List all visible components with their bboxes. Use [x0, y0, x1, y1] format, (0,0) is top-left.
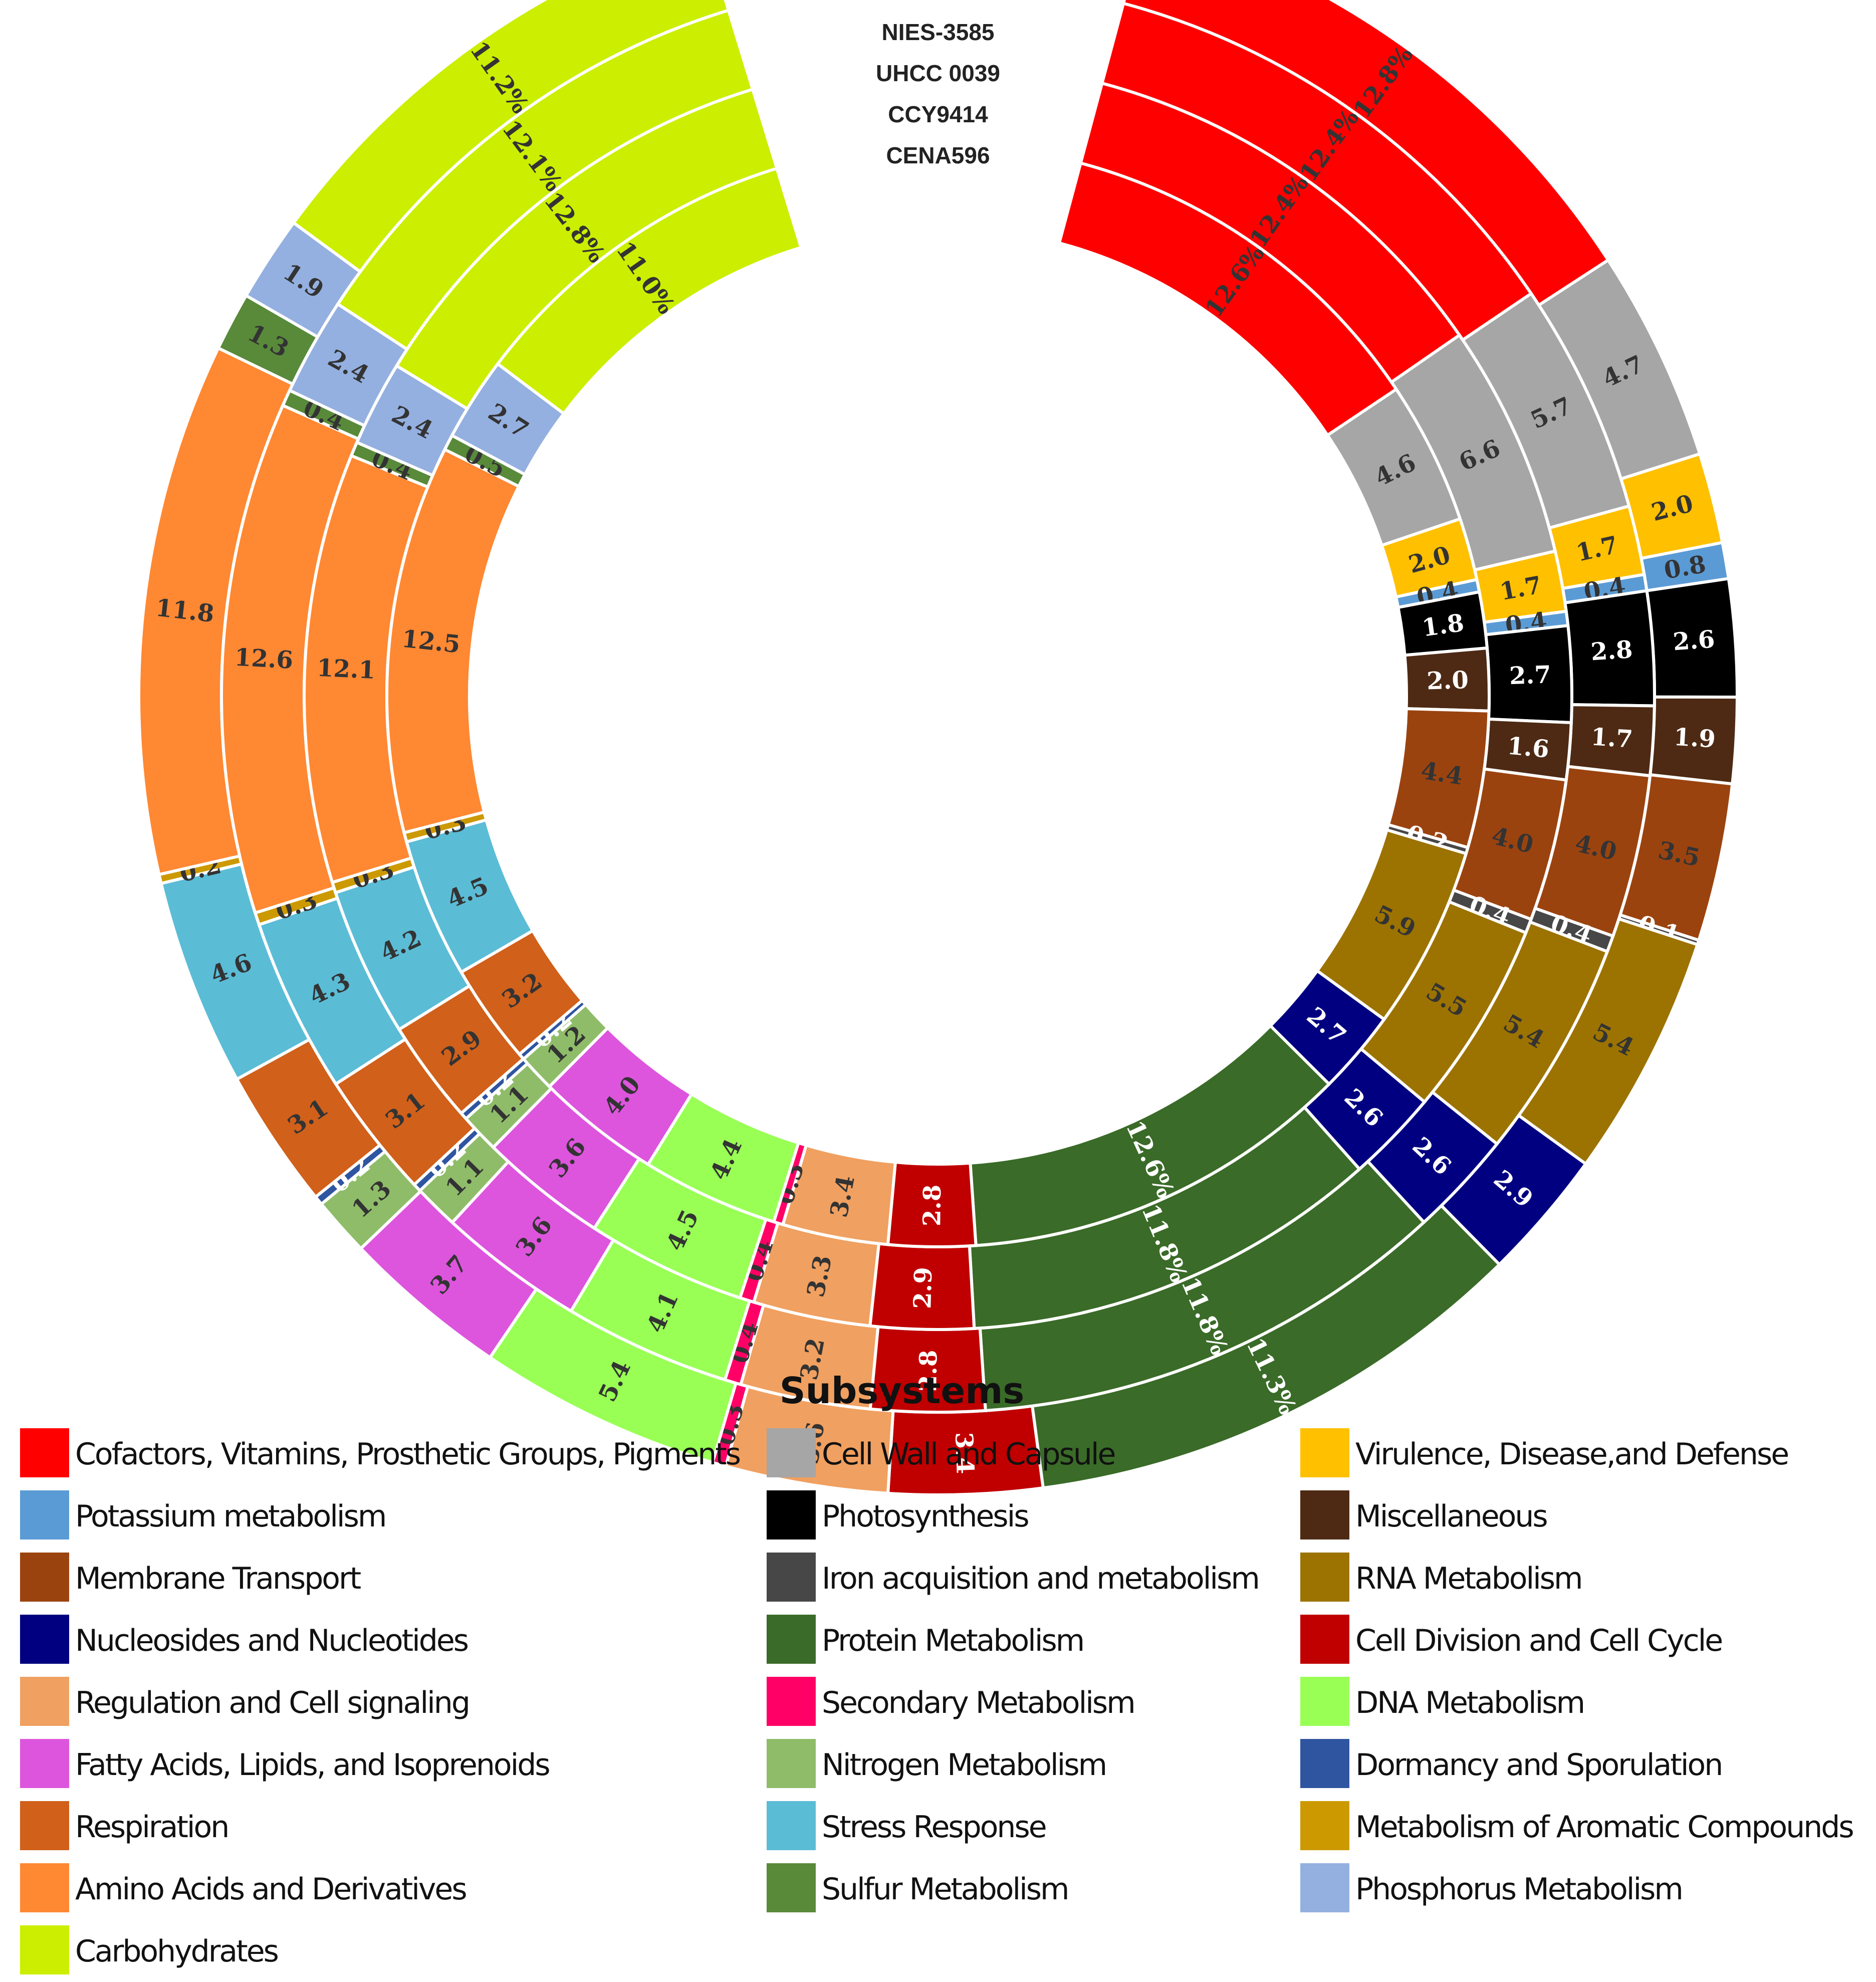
legend-swatch-potassium-metabolism — [20, 1490, 69, 1539]
legend-label-nucleosides-and-nucleotides: Nucleosides and Nucleotides — [75, 1623, 468, 1658]
value-label-membrane-transport-ring-4: 4.4 — [1419, 757, 1465, 791]
ring-names: NIES-3585 UHCC 0039 CCY9414 CENA596 — [876, 19, 1000, 168]
legend-label-respiration: Respiration — [75, 1810, 228, 1845]
value-label-miscellaneous-ring-4: 2.0 — [1427, 666, 1469, 695]
legend-swatch-metabolism-of-aromatic-compounds — [1300, 1801, 1349, 1850]
legend-label-phosphorus-metabolism: Phosphorus Metabolism — [1355, 1872, 1682, 1907]
legend-swatch-nucleosides-and-nucleotides — [20, 1615, 69, 1664]
legend-swatch-phosphorus-metabolism — [1300, 1863, 1349, 1912]
legend-label-secondary-metabolism: Secondary Metabolism — [822, 1685, 1134, 1720]
donut-rings: 12.8%4.72.00.82.61.93.50.15.42.911.3%3.4… — [137, 0, 1739, 1496]
legend-swatch-cofactors-vitamins-prosthetic-groups-pigments — [20, 1428, 69, 1477]
legend-swatch-dormancy-and-sporulation — [1300, 1739, 1349, 1788]
value-label-miscellaneous-ring-3: 1.6 — [1506, 732, 1550, 763]
value-label-amino-acids-and-derivatives-ring-4: 12.5 — [400, 625, 461, 659]
legend-label-potassium-metabolism: Potassium metabolism — [75, 1499, 385, 1534]
legend-swatch-stress-response — [767, 1801, 816, 1850]
legend: Subsystems Cofactors, Vitamins, Prosthet… — [20, 1370, 1854, 1974]
legend-swatch-protein-metabolism — [767, 1615, 816, 1664]
legend-swatch-sulfur-metabolism — [767, 1863, 816, 1912]
value-label-photosynthesis-ring-1: 2.6 — [1672, 625, 1716, 656]
value-label-potassium-metabolism-ring-1: 0.8 — [1662, 550, 1708, 585]
legend-label-amino-acids-and-derivatives: Amino Acids and Derivatives — [75, 1872, 466, 1907]
legend-label-nitrogen-metabolism: Nitrogen Metabolism — [822, 1747, 1106, 1783]
value-label-miscellaneous-ring-2: 1.7 — [1590, 723, 1633, 754]
legend-swatch-virulence-disease-and-defense — [1300, 1428, 1349, 1477]
legend-swatch-nitrogen-metabolism — [767, 1739, 816, 1788]
legend-label-virulence-disease-and-defense: Virulence, Disease,and Defense — [1355, 1437, 1788, 1472]
value-label-cell-division-and-cell-cycle-ring-3: 2.9 — [908, 1267, 937, 1309]
legend-swatch-membrane-transport — [20, 1553, 69, 1602]
legend-label-rna-metabolism: RNA Metabolism — [1355, 1561, 1582, 1596]
legend-label-dormancy-and-sporulation: Dormancy and Sporulation — [1355, 1747, 1722, 1783]
legend-label-protein-metabolism: Protein Metabolism — [822, 1623, 1083, 1658]
ring-name-1: NIES-3585 — [881, 19, 994, 45]
value-label-amino-acids-and-derivatives-ring-2: 12.6 — [234, 643, 294, 675]
legend-label-fatty-acids-lipids-and-isoprenoids: Fatty Acids, Lipids, and Isoprenoids — [75, 1747, 549, 1783]
legend-label-membrane-transport: Membrane Transport — [75, 1561, 361, 1596]
legend-swatch-carbohydrates — [20, 1925, 69, 1974]
legend-label-photosynthesis: Photosynthesis — [822, 1499, 1028, 1534]
legend-swatch-fatty-acids-lipids-and-isoprenoids — [20, 1739, 69, 1788]
legend-swatch-secondary-metabolism — [767, 1677, 816, 1726]
legend-label-metabolism-of-aromatic-compounds: Metabolism of Aromatic Compounds — [1355, 1810, 1853, 1845]
value-label-amino-acids-and-derivatives-ring-3: 12.1 — [316, 654, 376, 685]
ring-name-3: CCY9414 — [888, 101, 988, 127]
value-label-amino-acids-and-derivatives-ring-1: 11.8 — [154, 594, 215, 628]
legend-swatch-rna-metabolism — [1300, 1553, 1349, 1602]
legend-swatch-photosynthesis — [767, 1490, 816, 1539]
legend-label-cell-division-and-cell-cycle: Cell Division and Cell Cycle — [1355, 1623, 1722, 1658]
legend-swatch-iron-acquisition-and-metabolism — [767, 1553, 816, 1602]
value-label-cell-division-and-cell-cycle-ring-1: 3.4 — [950, 1432, 979, 1474]
value-label-cell-division-and-cell-cycle-ring-4: 2.8 — [918, 1184, 947, 1226]
value-label-photosynthesis-ring-4: 1.8 — [1421, 609, 1466, 642]
legend-label-stress-response: Stress Response — [822, 1810, 1046, 1845]
legend-label-sulfur-metabolism: Sulfur Metabolism — [822, 1872, 1068, 1907]
legend-swatch-amino-acids-and-derivatives — [20, 1863, 69, 1912]
legend-label-dna-metabolism: DNA Metabolism — [1355, 1685, 1584, 1720]
value-label-cell-division-and-cell-cycle-ring-2: 2.8 — [914, 1350, 943, 1392]
legend-label-iron-acquisition-and-metabolism: Iron acquisition and metabolism — [822, 1561, 1259, 1596]
legend-swatch-miscellaneous — [1300, 1490, 1349, 1539]
ring-name-2: UHCC 0039 — [876, 60, 1000, 86]
ring-name-4: CENA596 — [886, 142, 990, 168]
legend-label-regulation-and-cell-signaling: Regulation and Cell signaling — [75, 1685, 469, 1720]
value-label-miscellaneous-ring-1: 1.9 — [1673, 723, 1717, 754]
legend-label-miscellaneous: Miscellaneous — [1355, 1499, 1547, 1534]
legend-swatch-regulation-and-cell-signaling — [20, 1677, 69, 1726]
legend-title: Subsystems — [780, 1370, 1024, 1412]
legend-swatch-cell-wall-and-capsule — [767, 1428, 816, 1477]
legend-swatch-dna-metabolism — [1300, 1677, 1349, 1726]
legend-swatch-cell-division-and-cell-cycle — [1300, 1615, 1349, 1664]
legend-label-cell-wall-and-capsule: Cell Wall and Capsule — [822, 1437, 1115, 1472]
legend-swatch-respiration — [20, 1801, 69, 1850]
value-label-photosynthesis-ring-3: 2.7 — [1509, 660, 1551, 690]
legend-label-carbohydrates: Carbohydrates — [75, 1934, 278, 1969]
value-label-photosynthesis-ring-2: 2.8 — [1590, 635, 1633, 666]
legend-label-cofactors-vitamins-prosthetic-groups-pigments: Cofactors, Vitamins, Prosthetic Groups, … — [75, 1437, 740, 1472]
segment-carbohydrates-ring-4 — [496, 166, 803, 416]
